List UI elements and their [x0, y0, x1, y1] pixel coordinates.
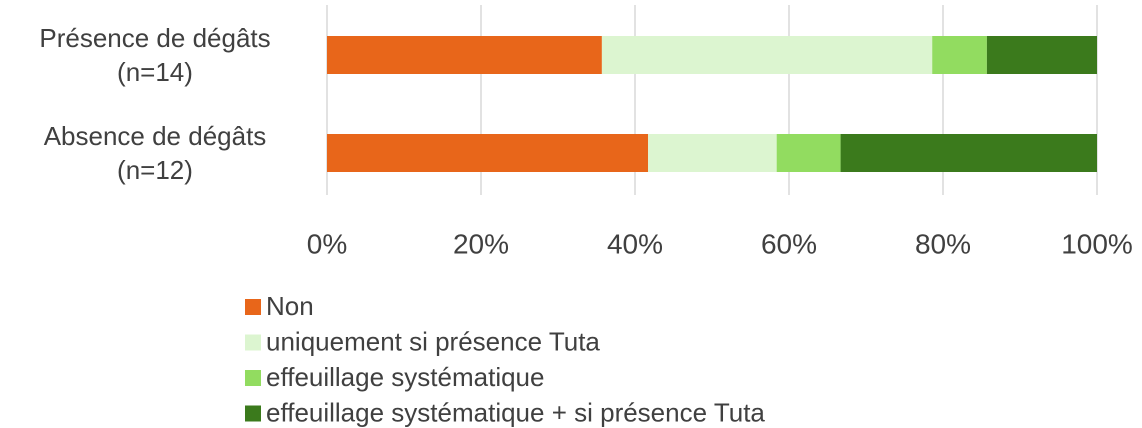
x-tick-label: 60% — [761, 228, 817, 259]
bar-segment — [327, 134, 649, 172]
bar-segment — [776, 134, 841, 172]
legend-label: uniquement si présence Tuta — [266, 326, 600, 356]
bar-segment — [986, 36, 1097, 74]
x-tick-label: 0% — [307, 228, 347, 259]
legend-swatch — [245, 334, 261, 351]
category-label: Absence de dégâts (n=12) — [43, 121, 267, 185]
legend-label: effeuillage systématique + si présence T… — [266, 397, 765, 427]
bar-segment — [648, 134, 777, 172]
x-tick-label: 40% — [607, 228, 663, 259]
x-tick-label: 100% — [1061, 228, 1133, 259]
x-tick-label: 20% — [453, 228, 509, 259]
x-tick-label: 80% — [915, 228, 971, 259]
bar-segment — [601, 36, 933, 74]
bar-segment — [327, 36, 602, 74]
legend-label: Non — [266, 291, 314, 321]
bar-segment — [840, 134, 1097, 172]
legend-swatch — [245, 405, 261, 422]
legend-label: effeuillage systématique — [266, 362, 544, 392]
category-label: Présence de dégâts (n=14) — [39, 23, 271, 87]
bar-segment — [932, 36, 987, 74]
legend-swatch — [245, 299, 261, 315]
legend-swatch — [245, 370, 261, 386]
